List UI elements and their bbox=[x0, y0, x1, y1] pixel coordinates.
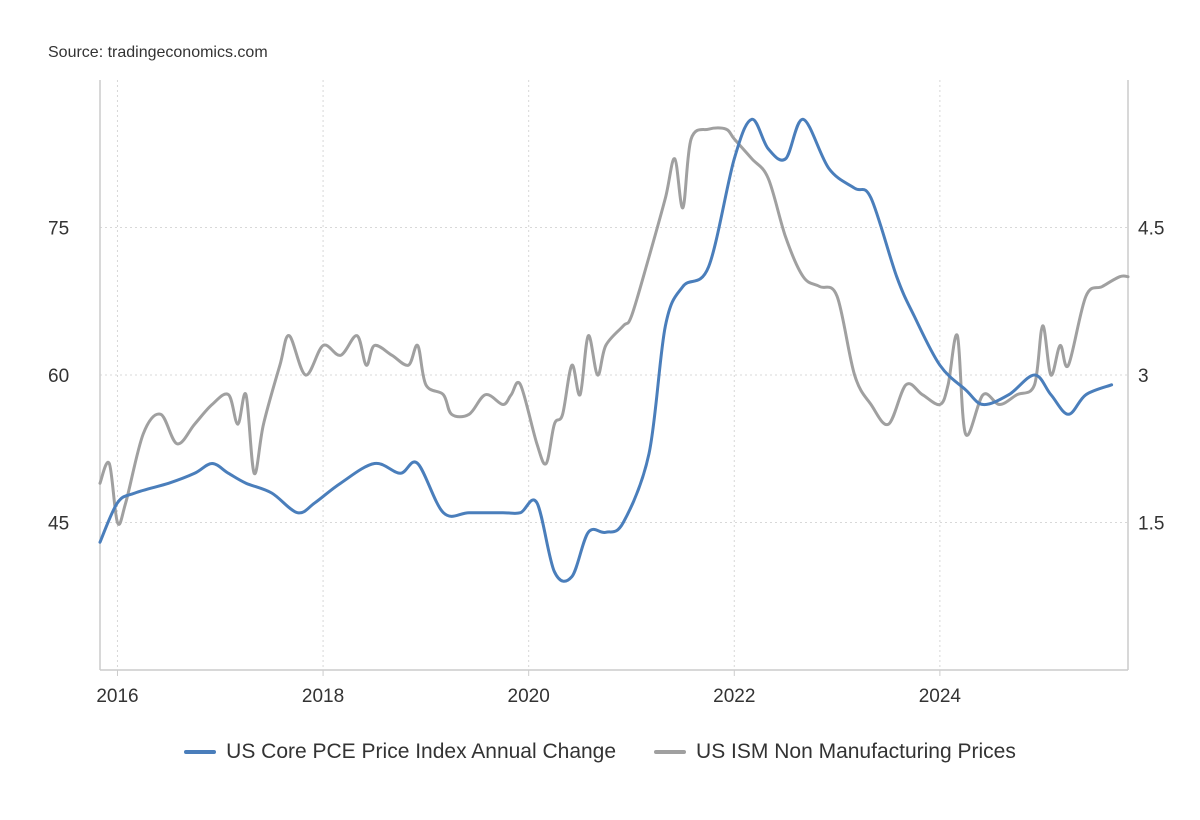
x-tick-label: 2020 bbox=[508, 686, 550, 707]
series-line-ism-prices bbox=[98, 126, 1130, 526]
series-lines bbox=[98, 117, 1130, 583]
source-label: Source: tradingeconomics.com bbox=[48, 44, 268, 61]
x-tick-label: 2016 bbox=[96, 686, 138, 707]
legend-swatch-ism bbox=[654, 750, 687, 754]
y-left-tick-label: 75 bbox=[48, 219, 69, 240]
y-left-tick-label: 60 bbox=[48, 366, 69, 387]
y-right-tick-label: 3 bbox=[1138, 366, 1149, 387]
legend: US Core PCE Price Index Annual Change US… bbox=[0, 740, 1200, 764]
legend-label-pce: US Core PCE Price Index Annual Change bbox=[226, 740, 617, 763]
grid bbox=[100, 80, 1128, 670]
x-tick-label: 2018 bbox=[302, 686, 344, 707]
x-tick-label: 2024 bbox=[919, 686, 962, 707]
axes bbox=[99, 80, 1129, 676]
series-line-core-pce bbox=[98, 117, 1114, 583]
legend-swatch-pce bbox=[184, 750, 217, 754]
y-left-tick-label: 45 bbox=[48, 514, 69, 535]
y-right-tick-label: 4.5 bbox=[1138, 219, 1164, 240]
x-tick-label: 2022 bbox=[713, 686, 755, 707]
legend-label-ism: US ISM Non Manufacturing Prices bbox=[696, 740, 1016, 763]
tick-labels: 45 60 75 1.5 3 4.5 2016 2018 2020 2022 2024 bbox=[48, 219, 1164, 708]
legend-item-pce[interactable]: US Core PCE Price Index Annual Change bbox=[184, 740, 616, 764]
y-right-tick-label: 1.5 bbox=[1138, 514, 1164, 535]
legend-item-ism[interactable]: US ISM Non Manufacturing Prices bbox=[654, 740, 1016, 764]
